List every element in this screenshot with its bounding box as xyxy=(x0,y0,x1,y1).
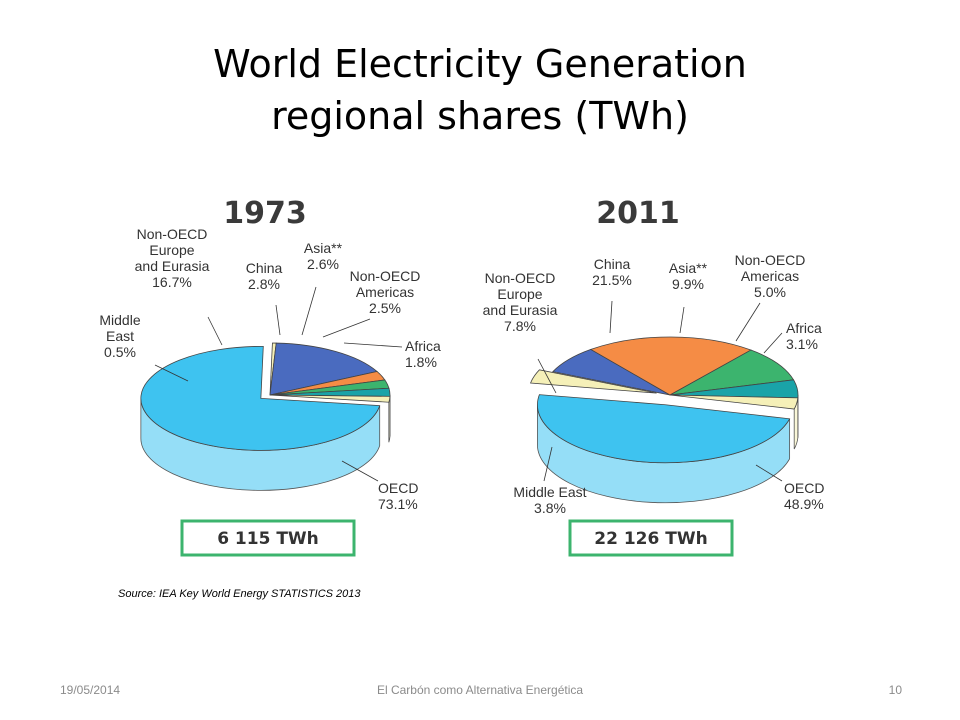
slice-label-middle-east: Middle East 0.5% xyxy=(99,312,140,360)
slice-value-label: 3.8% xyxy=(534,500,566,516)
leader-line-non-oecd-europe-and-eurasia xyxy=(537,358,557,394)
slice-middle-east xyxy=(529,369,657,394)
slice-value-label: 9.9% xyxy=(672,276,704,292)
leader-line-africa xyxy=(343,342,403,348)
slice-label-non-oecd-americas: Non-OECD Americas 5.0% xyxy=(735,252,806,300)
leader-line-non-oecd-americas xyxy=(735,302,761,342)
slice-value-label: 2.6% xyxy=(307,256,339,272)
slide-title: World Electricity Generation regional sh… xyxy=(0,38,960,142)
slide-title-line-2: regional shares (TWh) xyxy=(271,94,689,138)
slice-name-line: Europe xyxy=(149,242,194,258)
leader-line-china xyxy=(275,304,281,336)
leader-line-non-oecd-europe-and-eurasia xyxy=(207,316,223,346)
leader-line-africa xyxy=(763,332,783,354)
slice-name-line: and Eurasia xyxy=(135,258,210,274)
leader-line-asia xyxy=(679,306,685,334)
slice-label-china: China 21.5% xyxy=(592,256,632,288)
slice-oecd xyxy=(537,394,791,464)
slice-name-line: Non-OECD xyxy=(137,226,208,242)
leader-line-china xyxy=(609,300,613,334)
slice-label-oecd: OECD 73.1% xyxy=(378,480,418,512)
slice-name-line: Americas xyxy=(741,268,799,284)
slice-name-line: Asia** xyxy=(669,260,708,276)
total-label-2011: 22 126 TWh xyxy=(594,529,707,549)
slice-name-line: Non-OECD xyxy=(735,252,806,268)
slice-name-line: Europe xyxy=(497,286,542,302)
slice-name-line: Middle xyxy=(99,312,140,328)
pie-charts-area: 1973 OECD 73.1% Middle East 0.5% Non-OECD Europ… xyxy=(80,185,860,580)
slice-label-africa: Africa 1.8% xyxy=(405,338,441,370)
slice-value-label: 48.9% xyxy=(784,496,824,512)
source-note: Source: IEA Key World Energy STATISTICS … xyxy=(118,588,361,600)
slice-value-label: 7.8% xyxy=(504,318,536,334)
slice-value-label: 2.5% xyxy=(369,300,401,316)
footer-date: 19/05/2014 xyxy=(60,683,121,697)
slice-name-line: China xyxy=(246,260,283,276)
total-box-1973 xyxy=(180,519,356,557)
slice-name-line: Americas xyxy=(356,284,414,300)
leader-line-non-oecd-americas xyxy=(322,318,371,338)
slice-label-non-oecd-europe-and-eurasia: Non-OECD Europe and Eurasia 7.8% xyxy=(483,270,558,334)
slice-name-line: Non-OECD xyxy=(350,268,421,284)
slice-china xyxy=(589,336,752,396)
total-box-2011 xyxy=(568,519,734,557)
slice-name-line: Africa xyxy=(405,338,441,354)
slice-label-oecd: OECD 48.9% xyxy=(784,480,824,512)
slice-label-asia: Asia** 9.9% xyxy=(669,260,708,292)
leader-line-middle-east xyxy=(154,364,189,382)
total-label-1973: 6 115 TWh xyxy=(217,529,319,549)
slice-name-line: Africa xyxy=(786,320,822,336)
slice-name-line: East xyxy=(106,328,134,344)
slice-value-label: 5.0% xyxy=(754,284,786,300)
slice-label-non-oecd-americas: Non-OECD Americas 2.5% xyxy=(350,268,421,316)
slice-name-line: Non-OECD xyxy=(485,270,556,286)
slice-name-line: OECD xyxy=(378,480,418,496)
chart-title-1973: 1973 xyxy=(223,196,307,231)
slice-value-label: 3.1% xyxy=(786,336,818,352)
slice-value-label: 16.7% xyxy=(152,274,192,290)
slice-name-line: China xyxy=(594,256,631,272)
slice-value-label: 0.5% xyxy=(104,344,136,360)
leader-line-oecd xyxy=(341,460,379,482)
slice-non-oecd-europe-and-eurasia xyxy=(269,342,378,396)
slice-name-line: Asia** xyxy=(304,240,343,256)
footer-title: El Carbón como Alternativa Energética xyxy=(376,683,584,697)
slice-label-china: China 2.8% xyxy=(246,260,283,292)
slice-name-line: Middle East xyxy=(513,484,586,500)
slice-label-non-oecd-europe-and-eurasia: Non-OECD Europe and Eurasia 16.7% xyxy=(135,226,210,290)
slice-value-label: 73.1% xyxy=(378,496,418,512)
slice-value-label: 2.8% xyxy=(248,276,280,292)
slice-name-line: and Eurasia xyxy=(483,302,558,318)
slide-title-line-1: World Electricity Generation xyxy=(213,42,747,86)
chart-title-2011: 2011 xyxy=(596,196,680,231)
footer-page-number: 10 xyxy=(888,683,902,697)
slice-value-label: 1.8% xyxy=(405,354,437,370)
slice-label-asia: Asia** 2.6% xyxy=(304,240,343,272)
slice-value-label: 21.5% xyxy=(592,272,632,288)
slice-africa xyxy=(669,394,799,410)
leader-line-oecd xyxy=(755,464,783,482)
slice-side-africa xyxy=(388,396,391,443)
slice-africa xyxy=(269,394,391,403)
slice-name-line: OECD xyxy=(784,480,824,496)
slice-label-africa: Africa 3.1% xyxy=(786,320,822,352)
slice-label-middle-east: Middle East 3.8% xyxy=(513,484,586,516)
slice-asia xyxy=(669,349,795,396)
leader-line-asia xyxy=(301,286,317,336)
slice-oecd xyxy=(140,345,381,451)
leader-line-middle-east xyxy=(543,446,553,482)
